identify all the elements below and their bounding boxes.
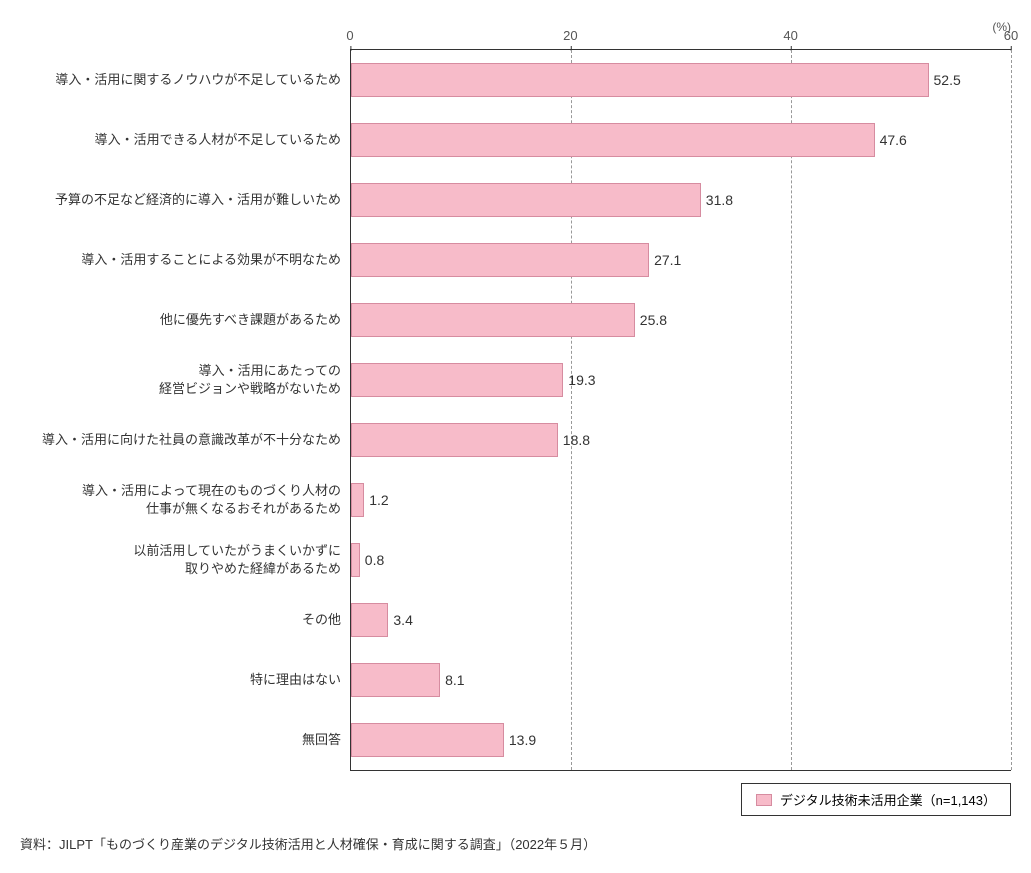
axis-tick: 20 [563, 28, 577, 43]
bar-value: 3.4 [387, 612, 412, 628]
bar-value: 19.3 [562, 372, 595, 388]
legend-box: デジタル技術未活用企業（n=1,143） [741, 783, 1011, 816]
bar-value: 47.6 [874, 132, 907, 148]
bar: 27.1 [351, 243, 649, 277]
bar-value: 13.9 [503, 732, 536, 748]
chart-row: 導入・活用に関するノウハウが不足しているため52.5 [351, 50, 1011, 110]
bar: 19.3 [351, 363, 563, 397]
bar-label: 導入・活用によって現在のものづくり人材の 仕事が無くなるおそれがあるため [31, 482, 351, 518]
bar-label: 無回答 [31, 731, 351, 749]
bar-label: 導入・活用することによる効果が不明なため [31, 251, 351, 269]
bar-value: 25.8 [634, 312, 667, 328]
bar: 3.4 [351, 603, 388, 637]
chart-row: その他3.4 [351, 590, 1011, 650]
bar-value: 8.1 [439, 672, 464, 688]
chart-row: 無回答13.9 [351, 710, 1011, 770]
bar-label: 予算の不足など経済的に導入・活用が難しいため [31, 191, 351, 209]
bar-label: 特に理由はない [31, 671, 351, 689]
bar-value: 27.1 [648, 252, 681, 268]
bar: 47.6 [351, 123, 875, 157]
bar-label: 導入・活用に関するノウハウが不足しているため [31, 71, 351, 89]
chart-row: 導入・活用することによる効果が不明なため27.1 [351, 230, 1011, 290]
axis-tick: 0 [346, 28, 353, 43]
chart-row: 予算の不足など経済的に導入・活用が難しいため31.8 [351, 170, 1011, 230]
bar-label: 導入・活用に向けた社員の意識改革が不十分なため [31, 431, 351, 449]
legend-label: デジタル技術未活用企業（n=1,143） [780, 790, 996, 809]
bar-value: 0.8 [359, 552, 384, 568]
bar-value: 18.8 [557, 432, 590, 448]
chart-container: (%) 0204060 導入・活用に関するノウハウが不足しているため52.5導入… [20, 20, 1011, 816]
axis-tick: 40 [783, 28, 797, 43]
bar-label: 導入・活用できる人材が不足しているため [31, 131, 351, 149]
bar-label: 他に優先すべき課題があるため [31, 311, 351, 329]
bar: 31.8 [351, 183, 701, 217]
bar: 1.2 [351, 483, 364, 517]
bar-value: 31.8 [700, 192, 733, 208]
bar-value: 1.2 [363, 492, 388, 508]
chart-row: 導入・活用できる人材が不足しているため47.6 [351, 110, 1011, 170]
bar: 18.8 [351, 423, 558, 457]
bar-label: 以前活用していたがうまくいかずに 取りやめた経緯があるため [31, 542, 351, 578]
chart-row: 導入・活用にあたっての 経営ビジョンや戦略がないため19.3 [351, 350, 1011, 410]
bar: 13.9 [351, 723, 504, 757]
bar: 8.1 [351, 663, 440, 697]
axis-tick: 60 [1004, 28, 1018, 43]
chart-row: 導入・活用によって現在のものづくり人材の 仕事が無くなるおそれがあるため1.2 [351, 470, 1011, 530]
plot-area: 導入・活用に関するノウハウが不足しているため52.5導入・活用できる人材が不足し… [350, 50, 1011, 771]
bar-label: その他 [31, 611, 351, 629]
bar-label: 導入・活用にあたっての 経営ビジョンや戦略がないため [31, 362, 351, 398]
bar: 25.8 [351, 303, 635, 337]
chart-row: 導入・活用に向けた社員の意識改革が不十分なため18.8 [351, 410, 1011, 470]
bar-value: 52.5 [928, 72, 961, 88]
bar: 0.8 [351, 543, 360, 577]
chart-row: 以前活用していたがうまくいかずに 取りやめた経緯があるため0.8 [351, 530, 1011, 590]
x-axis: 0204060 [350, 20, 1011, 50]
legend-swatch [756, 794, 772, 806]
legend: デジタル技術未活用企業（n=1,143） [350, 783, 1011, 816]
chart-row: 他に優先すべき課題があるため25.8 [351, 290, 1011, 350]
bar: 52.5 [351, 63, 929, 97]
gridline [1011, 50, 1012, 770]
chart-row: 特に理由はない8.1 [351, 650, 1011, 710]
